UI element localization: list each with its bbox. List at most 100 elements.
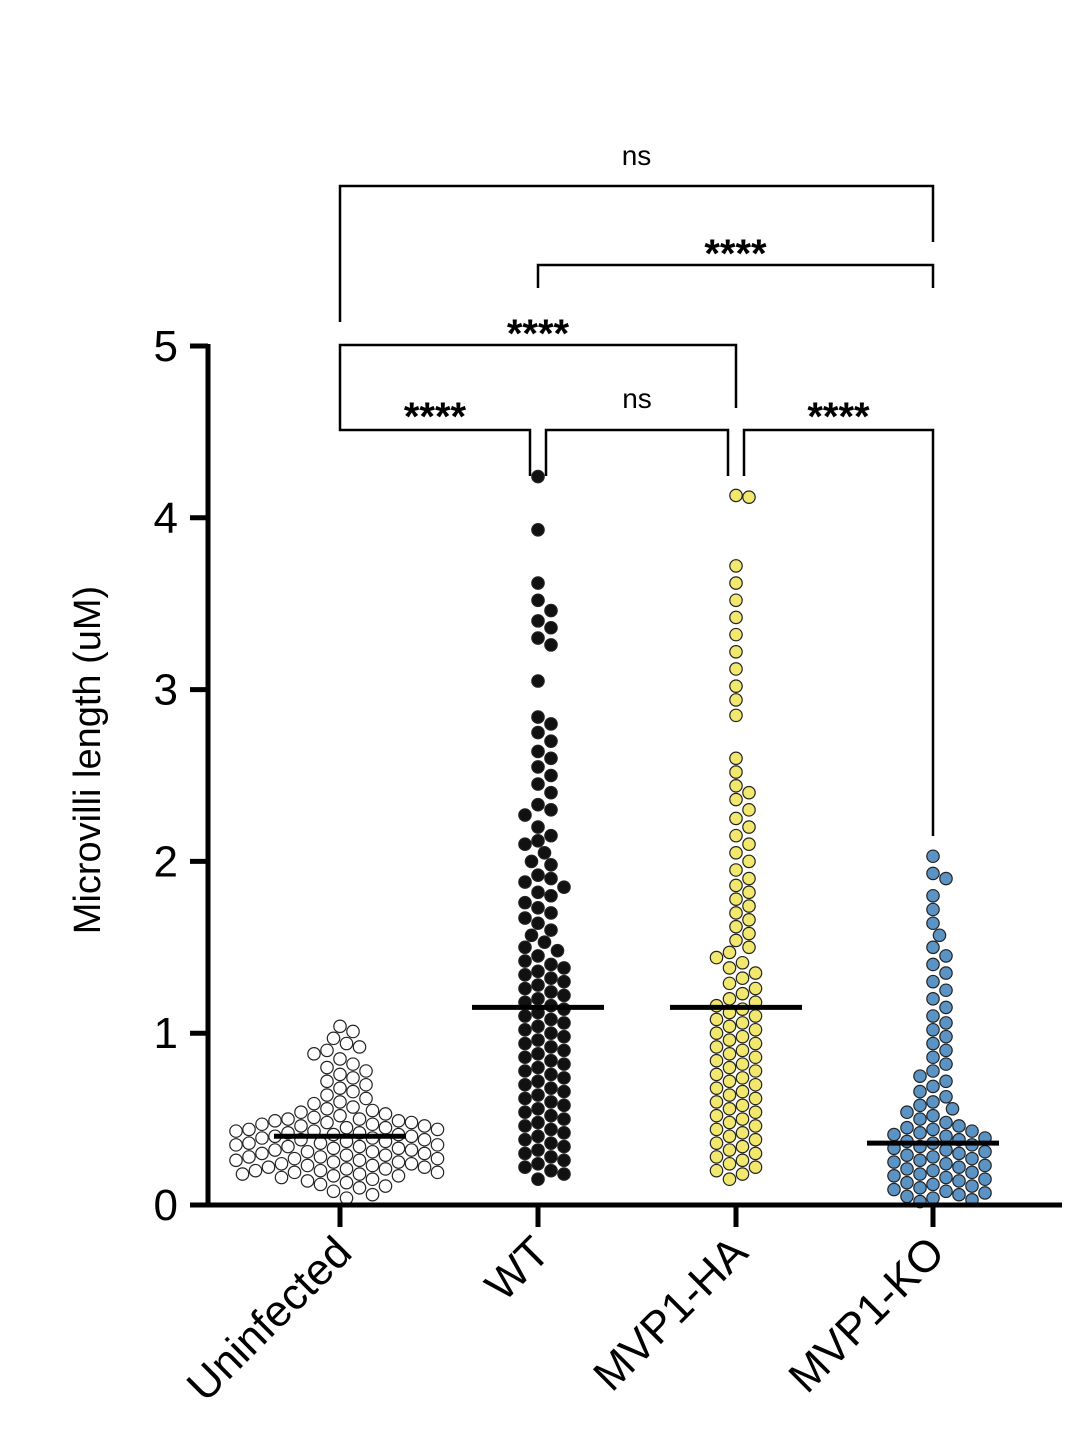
data-point [926, 1036, 940, 1051]
data-point [544, 751, 558, 766]
data-point [544, 1012, 558, 1027]
data-point [268, 1143, 282, 1157]
data-point [518, 1077, 532, 1092]
data-point [531, 1156, 545, 1171]
data-point [544, 620, 558, 635]
data-point [531, 576, 545, 590]
data-point [518, 1091, 532, 1106]
data-point [735, 986, 750, 1001]
data-point [939, 966, 953, 980]
data-point [544, 717, 558, 731]
data-point [255, 1131, 269, 1145]
data-point [965, 1124, 979, 1138]
data-point [735, 1043, 750, 1058]
data-point [557, 974, 571, 989]
data-point [531, 978, 545, 992]
data-point [709, 1108, 724, 1123]
data-point [531, 593, 545, 608]
data-point [544, 1040, 558, 1054]
data-point [709, 1053, 724, 1068]
data-point [952, 1174, 966, 1188]
data-point [287, 1151, 302, 1166]
data-point [544, 923, 558, 937]
y-tick-label: 1 [154, 1009, 178, 1058]
data-point [939, 1156, 953, 1171]
data-point [248, 1163, 263, 1178]
data-point [939, 1074, 953, 1089]
data-point [722, 1074, 737, 1089]
data-points [229, 469, 992, 1209]
data-point [735, 1112, 750, 1126]
data-point [339, 1036, 354, 1051]
data-point [518, 1064, 532, 1078]
data-point [346, 1057, 360, 1071]
data-point [544, 1136, 558, 1150]
data-point [729, 627, 743, 642]
data-point [518, 1160, 532, 1175]
y-axis-label: Microvilli length (uM) [67, 586, 109, 934]
data-point [518, 1146, 532, 1161]
data-point [294, 1105, 308, 1120]
data-point [518, 981, 532, 996]
data-point [518, 911, 532, 925]
data-point [748, 1064, 763, 1078]
data-point [339, 1175, 354, 1190]
data-point [544, 871, 558, 886]
data-point [978, 1158, 992, 1173]
data-point [531, 631, 545, 645]
data-point [900, 1120, 914, 1135]
data-point [729, 488, 743, 503]
data-point [722, 992, 737, 1006]
data-point [544, 603, 558, 618]
data-point [326, 1031, 341, 1046]
data-point [333, 1108, 347, 1123]
data-point [404, 1115, 419, 1130]
data-point [926, 1009, 940, 1023]
data-point [352, 1112, 367, 1126]
data-point [978, 1144, 992, 1159]
data-point [729, 878, 743, 893]
x-tick-label: Uninfected [178, 1227, 361, 1410]
data-point [544, 1150, 558, 1164]
data-point [939, 1115, 953, 1130]
data-point [742, 926, 756, 941]
data-point [729, 765, 743, 779]
data-point [926, 902, 940, 917]
data-point [333, 1081, 347, 1095]
data-point [365, 1172, 380, 1187]
median-lines [274, 1004, 999, 1146]
significance-bracket [536, 263, 935, 288]
data-point [926, 1095, 940, 1109]
data-point [722, 1088, 737, 1102]
data-point [735, 1084, 750, 1099]
axes: 0 1 2 3 4 5 Uninfected WT MVP1-HA MVP1-KO [154, 322, 1062, 1411]
data-point [518, 808, 532, 822]
data-point [729, 846, 743, 860]
data-point [531, 674, 545, 688]
data-point [531, 885, 545, 900]
data-point [722, 976, 737, 991]
data-point [945, 1101, 960, 1116]
data-point [281, 1139, 295, 1154]
data-point [742, 885, 756, 900]
data-point [430, 1165, 445, 1180]
data-point [742, 871, 756, 886]
data-point [939, 1129, 953, 1144]
data-point [531, 1172, 545, 1187]
data-point [965, 1165, 979, 1180]
data-point [926, 940, 940, 955]
data-point [722, 1156, 737, 1171]
data-point [939, 1016, 953, 1030]
data-point [722, 1033, 737, 1047]
data-point [742, 785, 756, 800]
data-point [557, 1071, 571, 1085]
data-point [722, 1019, 737, 1034]
data-point [359, 1091, 373, 1106]
data-point [735, 1098, 750, 1113]
data-point [729, 576, 743, 590]
data-point [255, 1146, 269, 1161]
data-point [735, 1139, 750, 1154]
data-point [926, 1122, 940, 1137]
data-point [709, 1040, 724, 1054]
data-point [926, 1022, 940, 1037]
